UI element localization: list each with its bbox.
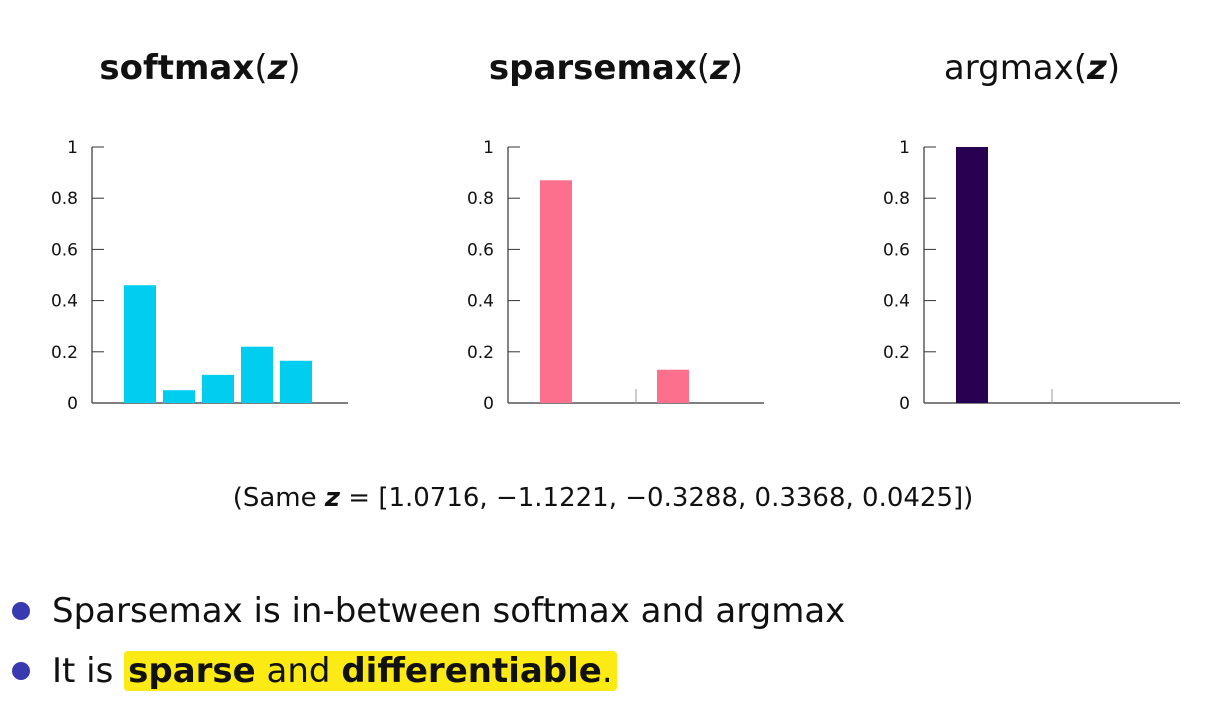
period: . — [601, 651, 613, 691]
y-tick-label: 0 — [483, 394, 494, 414]
sparsemax-title-fn: sparsemax — [488, 48, 697, 88]
y-tick-label: 0.4 — [883, 292, 910, 312]
softmax-chart: softmax(z) 0 0.2 0.4 0.6 0.8 1 — [40, 40, 360, 420]
highlighted-phrase: sparse and differentiable. — [124, 651, 617, 691]
bullet-item: Sparsemax is in-between softmax and argm… — [0, 582, 845, 642]
caption-vector: = [1.0716, −1.1221, −0.3288, 0.3368, 0.0… — [348, 483, 974, 513]
bar — [956, 147, 988, 403]
argmax-chart: argmax(z) 0 0.2 0.4 0.6 0.8 1 — [872, 40, 1192, 420]
y-tick-label: 0.6 — [467, 240, 494, 260]
bullet-list: Sparsemax is in-between softmax and argm… — [0, 582, 845, 702]
y-tick-label: 0.2 — [883, 343, 910, 363]
bullet-item: It is sparse and differentiable. — [0, 642, 845, 702]
y-tick-label: 1 — [483, 138, 494, 158]
bar — [163, 390, 195, 403]
argmax-title-var: z — [1087, 48, 1107, 88]
y-tick-label: 0.4 — [467, 292, 494, 312]
bullet-text-1: Sparsemax is in-between softmax and argm… — [52, 591, 846, 631]
y-tick-label: 0.6 — [51, 240, 78, 260]
y-tick-label: 0.8 — [51, 189, 78, 209]
y-tick-label: 0.2 — [467, 343, 494, 363]
sparsemax-title-var: z — [710, 48, 730, 88]
y-tick-label: 1 — [899, 138, 910, 158]
y-tick-label: 0 — [899, 394, 910, 414]
y-tick-label: 0.4 — [51, 292, 78, 312]
bullet-dot-icon — [12, 662, 30, 680]
y-tick-label: 0 — [67, 394, 78, 414]
caption-var: z — [324, 483, 340, 513]
differentiable-word: differentiable — [341, 651, 602, 691]
bar — [202, 374, 234, 403]
bar — [540, 180, 572, 403]
y-tick-label: 0.2 — [51, 343, 78, 363]
y-tick-label: 0.6 — [883, 240, 910, 260]
sparse-word: sparse — [128, 651, 256, 691]
softmax-title-fn: softmax — [99, 48, 255, 88]
bullet-text-2-prefix: It is — [52, 651, 114, 691]
bar — [124, 285, 156, 403]
bar — [657, 369, 689, 403]
y-tick-label: 0.8 — [467, 189, 494, 209]
softmax-plot: 0 0.2 0.4 0.6 0.8 1 — [51, 138, 348, 414]
argmax-title-fn: argmax — [943, 48, 1074, 88]
y-tick-label: 0.8 — [883, 189, 910, 209]
y-tick-label: 1 — [67, 138, 78, 158]
sparsemax-chart: sparsemax(z) 0 0.2 0.4 0.6 0.8 1 — [456, 40, 776, 420]
caption-prefix: (Same — [232, 483, 317, 513]
sparsemax-plot: 0 0.2 0.4 0.6 0.8 1 — [467, 138, 764, 414]
and-word: and — [266, 651, 331, 691]
softmax-chart-title: softmax(z) — [99, 48, 301, 88]
bar — [280, 360, 312, 403]
bar — [241, 346, 273, 403]
shared-input-caption: (Same z = [1.0716, −1.1221, −0.3288, 0.3… — [0, 478, 1206, 518]
argmax-chart-title: argmax(z) — [943, 48, 1121, 88]
sparsemax-chart-title: sparsemax(z) — [488, 48, 744, 88]
softmax-title-var: z — [267, 48, 288, 88]
bullet-dot-icon — [12, 602, 30, 620]
argmax-plot: 0 0.2 0.4 0.6 0.8 1 — [883, 138, 1180, 414]
